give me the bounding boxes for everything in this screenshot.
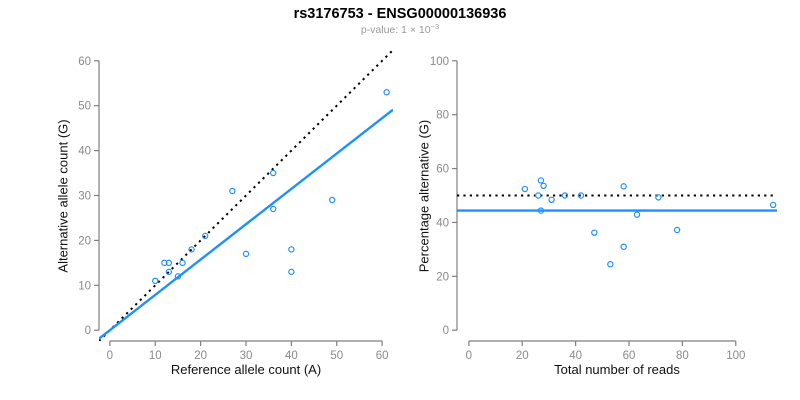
left-yaxis-title: Alternative allele count (G) [55, 119, 71, 273]
x-tick-label: 0 [107, 350, 113, 362]
data-point [548, 196, 555, 204]
y-tick-label: 0 [85, 325, 91, 337]
page-title: rs3176753 - ENSG00000136936 [293, 6, 507, 22]
y-tick-label: 60 [436, 164, 449, 176]
data-point [537, 177, 545, 184]
right-yaxis-title: Percentage alternative (G) [416, 119, 432, 273]
x-tick-label: 0 [466, 350, 472, 362]
y-tick-label: 0 [443, 325, 449, 337]
right-plot: 0 20 40 60 80 100 0 20 40 60 80 100 [430, 56, 777, 362]
y-tick-label: 50 [78, 101, 91, 113]
x-tick-label: 60 [376, 350, 389, 362]
data-point [620, 243, 627, 250]
y-tick-label: 20 [436, 271, 449, 283]
y-tick-label: 30 [78, 191, 91, 203]
x-tick-label: 40 [285, 350, 298, 362]
data-point [161, 259, 168, 267]
y-tick-label: 10 [78, 280, 91, 292]
data-point [329, 196, 336, 204]
data-point [229, 187, 236, 195]
data-point [152, 277, 159, 285]
pvalue-subtitle: p-value: 1 × 10−3 [0, 22, 800, 36]
pvalue-exponent: −3 [430, 22, 440, 31]
points-layer [152, 89, 390, 285]
pvalue-text: p-value: 1 × 10 [360, 24, 431, 36]
data-point [270, 169, 277, 177]
y-tick-label: 80 [436, 110, 449, 122]
y-tick-label: 20 [78, 235, 91, 247]
fit-line [99, 108, 393, 340]
data-point [655, 194, 662, 201]
x-tick-label: 40 [569, 350, 582, 362]
data-point [201, 232, 209, 240]
y-tick-label: 40 [436, 217, 449, 229]
left-plot: 0 10 20 30 40 50 60 0 10 20 30 40 50 60 [78, 50, 393, 362]
data-point [179, 259, 186, 267]
x-tick-label: 20 [516, 350, 529, 362]
data-point [188, 246, 195, 253]
data-point [174, 273, 182, 280]
x-tick-label: 50 [330, 350, 343, 362]
identity-line [99, 50, 393, 341]
lines-layer [99, 50, 393, 341]
x-tick-label: 80 [676, 350, 689, 362]
points-layer [521, 177, 777, 268]
data-point [633, 211, 641, 218]
y-tick-label: 60 [78, 56, 91, 68]
lines-layer [457, 194, 777, 212]
data-point [591, 229, 598, 236]
x-tick-label: 30 [240, 350, 253, 362]
data-point [537, 207, 545, 214]
data-point [561, 192, 569, 199]
x-tick-label: 60 [623, 350, 636, 362]
left-xaxis-title: Reference allele count (A) [170, 362, 322, 377]
x-tick-label: 100 [726, 350, 745, 362]
data-point [620, 183, 627, 190]
data-point [270, 205, 277, 213]
y-tick-label: 100 [430, 56, 449, 68]
data-point [769, 201, 777, 209]
y-tick-label: 40 [78, 146, 91, 158]
data-point [535, 192, 542, 199]
x-tick-label: 10 [149, 350, 162, 362]
data-point [607, 261, 614, 268]
data-point [521, 185, 529, 193]
data-point [165, 259, 173, 267]
data-point [288, 246, 295, 253]
data-point [383, 89, 390, 96]
x-tick-label: 20 [194, 350, 207, 362]
data-point [673, 226, 681, 234]
data-point [288, 268, 295, 276]
data-point [540, 182, 547, 189]
data-point [242, 250, 250, 258]
right-xaxis-title: Total number of reads [554, 362, 680, 377]
data-point [165, 268, 173, 276]
data-point [577, 192, 585, 199]
